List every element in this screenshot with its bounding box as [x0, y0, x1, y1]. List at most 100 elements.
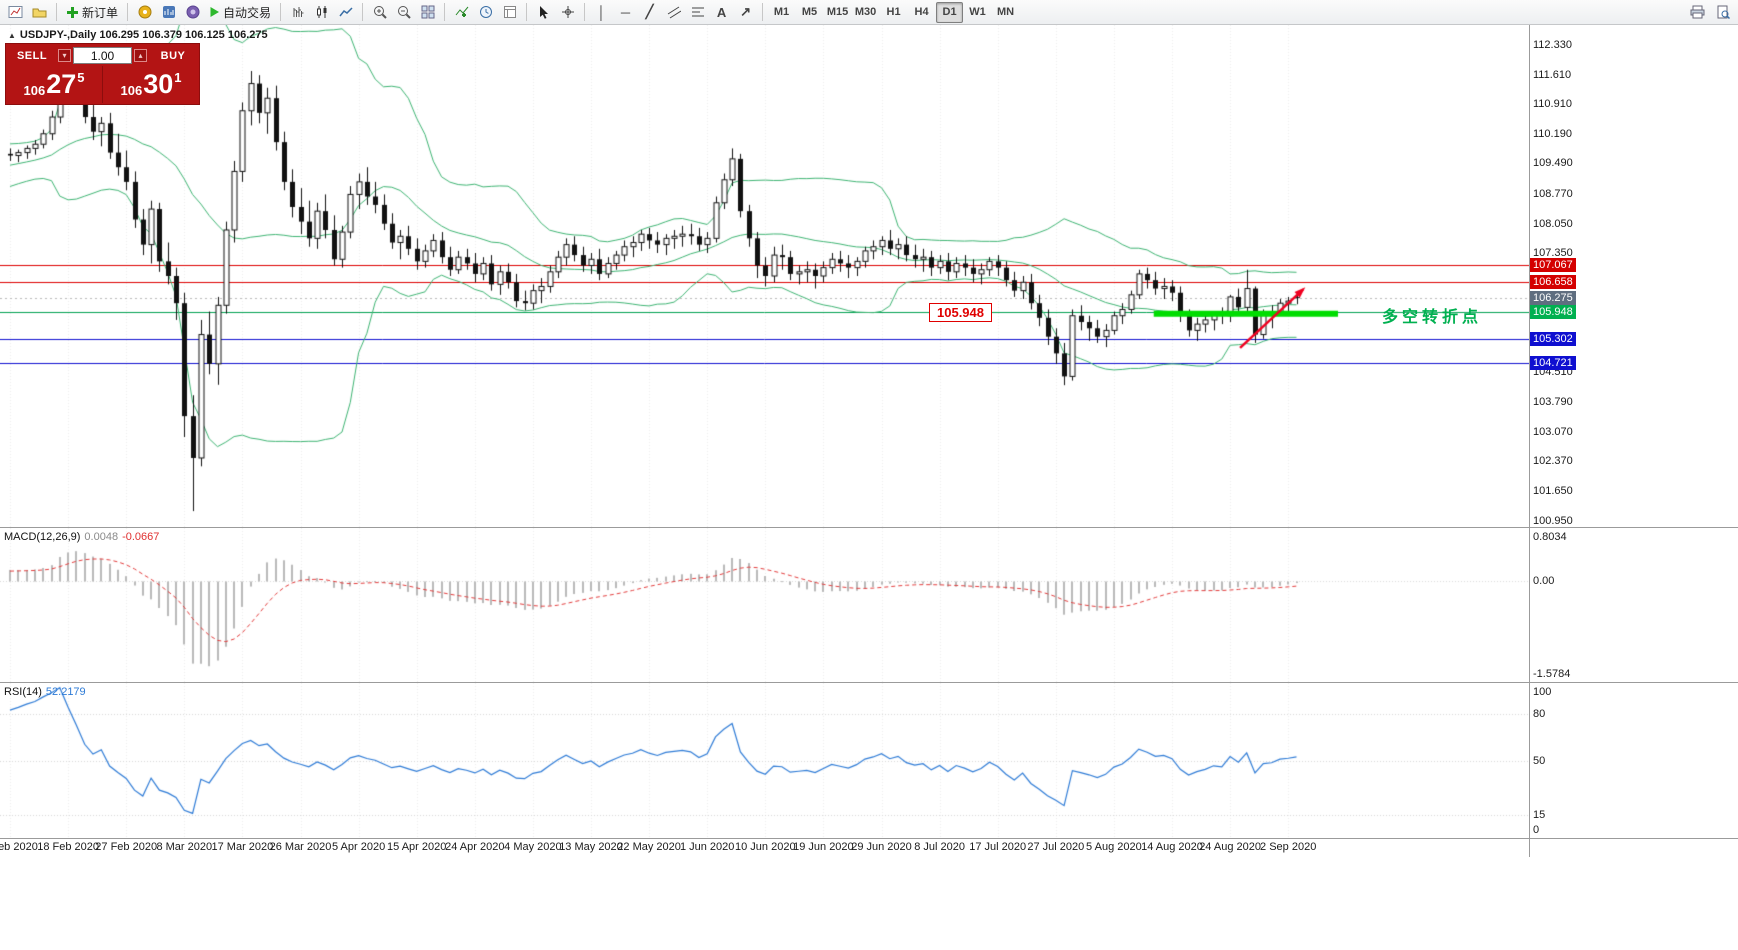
rsi-tick-label: 15 [1533, 808, 1546, 821]
trade-panel-quotes: 106 27 5 106 30 1 [6, 66, 199, 103]
buy-price-main: 30 [143, 69, 174, 99]
metaeditor-button[interactable] [133, 2, 156, 23]
zoom-in-button[interactable] [368, 2, 391, 23]
new-chart-button[interactable] [4, 2, 27, 23]
fibonacci-tool-button[interactable] [686, 2, 709, 23]
price-tick-label: 112.330 [1533, 38, 1572, 51]
sell-price-pip: 5 [77, 70, 85, 85]
line-chart-button[interactable] [334, 2, 357, 23]
horizontal-line-tool-button[interactable]: ─ [614, 2, 637, 23]
rsi-name: RSI(14) [4, 686, 42, 698]
timeframe-button-m30[interactable]: M30 [854, 6, 877, 18]
new-order-button[interactable]: 新订单 [62, 2, 122, 23]
panel-separator[interactable] [0, 682, 1738, 683]
toolbar-separator [526, 3, 528, 21]
templates-button[interactable] [498, 2, 521, 23]
crosshair-button[interactable] [556, 2, 579, 23]
arrows-tool-button[interactable]: ↗ [734, 2, 757, 23]
volume-input[interactable] [73, 47, 132, 64]
toolbar-separator [444, 3, 446, 21]
chart-profiles-button[interactable] [28, 2, 51, 23]
sell-button[interactable]: SELL [8, 46, 56, 66]
rsi-tick-label: 0 [1533, 824, 1540, 836]
macd-signal-value: -0.0667 [122, 531, 160, 543]
tile-windows-button[interactable] [416, 2, 439, 23]
plus-icon [66, 6, 79, 19]
timeframe-button-m5[interactable]: M5 [801, 6, 818, 18]
periods-button[interactable] [474, 2, 497, 23]
price-tick-label: 101.650 [1533, 485, 1573, 498]
sell-price-prefix: 106 [23, 83, 46, 98]
vertical-line-tool-button[interactable]: │ [590, 2, 613, 23]
macd-tick-label: 0.8034 [1533, 531, 1567, 543]
zoom-out-button[interactable] [392, 2, 415, 23]
turning-point-annotation[interactable]: 多空转折点 [1382, 309, 1483, 326]
volume-increase-button[interactable]: ▴ [134, 49, 147, 62]
indicators-icon [455, 5, 469, 19]
price-tick-label: 108.050 [1533, 217, 1573, 230]
price-tick-label: 109.490 [1533, 157, 1573, 170]
price-chart[interactable] [0, 25, 1529, 527]
timeframe-button-w1[interactable]: W1 [969, 6, 986, 18]
date-label: 13 May 2020 [559, 841, 623, 853]
buy-button[interactable]: BUY [149, 46, 197, 66]
cursor-button[interactable] [532, 2, 555, 23]
timeframe-button-m15[interactable]: M15 [826, 6, 849, 18]
collapse-panel-icon[interactable]: ▲ [8, 30, 16, 40]
text-tool-button[interactable]: A [710, 2, 733, 23]
macd-tick-label: -1.5784 [1533, 668, 1571, 680]
price-level-label: 105.302 [1530, 331, 1576, 346]
macd-panel[interactable] [0, 528, 1529, 682]
toolbar-separator [280, 3, 282, 21]
date-label: 4 May 2020 [504, 841, 562, 853]
panel-separator[interactable] [0, 527, 1738, 528]
line-chart-icon [338, 5, 353, 19]
date-label: 17 Jul 2020 [969, 841, 1027, 853]
date-label: 27 Feb 2020 [95, 841, 158, 853]
print-preview-button[interactable] [1711, 2, 1734, 23]
price-annotation-box[interactable]: 105.948 [929, 303, 992, 322]
volume-decrease-button[interactable]: ▾ [58, 49, 71, 62]
timeframe-button-m1[interactable]: M1 [773, 6, 790, 18]
folder-icon [32, 5, 47, 19]
rsi-panel[interactable] [0, 683, 1529, 838]
date-label: 1 Jun 2020 [679, 841, 735, 853]
channel-tool-button[interactable] [662, 2, 685, 23]
candlestick-icon [315, 5, 329, 19]
buy-price-prefix: 106 [120, 83, 143, 98]
bar-chart-icon [291, 5, 305, 19]
candlestick-chart-button[interactable] [310, 2, 333, 23]
timeframe-button-h4[interactable]: H4 [914, 6, 929, 18]
buy-price-button[interactable]: 106 30 1 [103, 66, 199, 103]
trendline-tool-button[interactable]: ╱ [638, 2, 661, 23]
toolbar-separator [362, 3, 364, 21]
compass-icon [138, 5, 152, 19]
date-label: 8 Jul 2020 [914, 841, 965, 853]
community-button[interactable] [181, 2, 204, 23]
market-button[interactable] [157, 2, 180, 23]
date-label: 15 Apr 2020 [387, 841, 447, 853]
toolbar-separator [56, 3, 57, 21]
date-label: 5 Aug 2020 [1086, 841, 1142, 853]
timeframe-button-h1[interactable]: H1 [886, 6, 901, 18]
sell-price-button[interactable]: 106 27 5 [6, 66, 103, 103]
bar-chart-button[interactable] [286, 2, 309, 23]
fibonacci-icon [691, 5, 705, 19]
price-tick-label: 110.910 [1533, 98, 1572, 111]
date-label: 5 Apr 2020 [331, 841, 386, 853]
indicators-button[interactable] [450, 2, 473, 23]
autotrading-label: 自动交易 [223, 5, 272, 20]
price-level-label: 104.721 [1530, 355, 1576, 370]
price-level-label: 106.658 [1530, 274, 1576, 289]
date-label: 8 Mar 2020 [156, 841, 213, 853]
date-label: 26 Mar 2020 [269, 841, 332, 853]
price-tick-label: 108.770 [1533, 187, 1573, 200]
price-tick-label: 102.370 [1533, 455, 1573, 468]
print-button[interactable] [1686, 2, 1709, 23]
timeframe-button-d1[interactable]: D1 [936, 1, 964, 23]
timeframe-button-mn[interactable]: MN [996, 6, 1015, 18]
autotrading-button[interactable]: 自动交易 [205, 2, 275, 23]
date-label: 22 May 2020 [617, 841, 681, 853]
panel-separator[interactable] [0, 838, 1738, 839]
